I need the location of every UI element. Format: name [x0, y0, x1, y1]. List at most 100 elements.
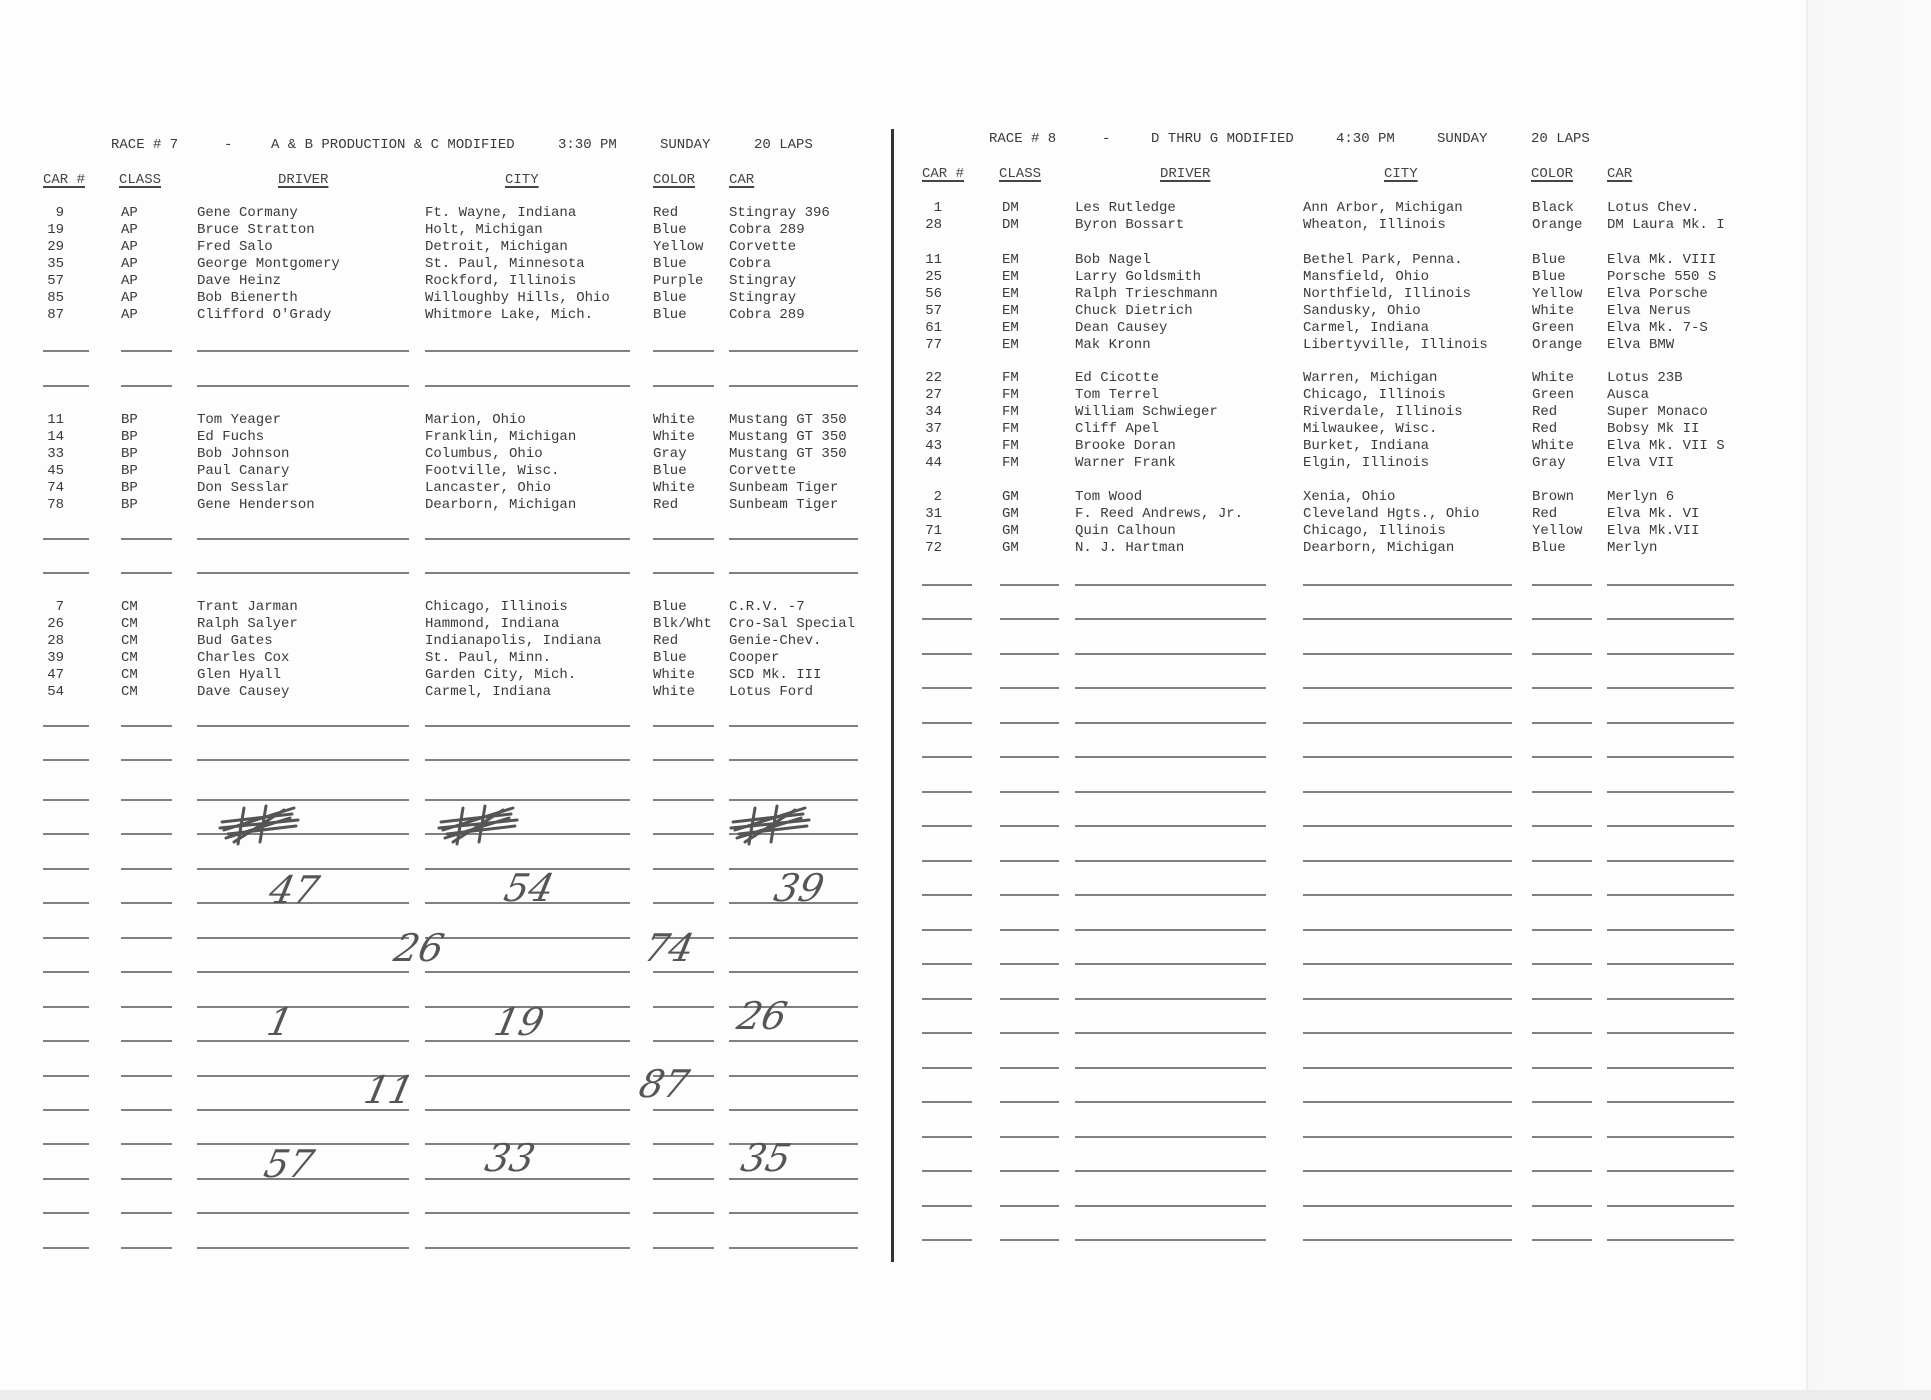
blank-line	[1075, 998, 1266, 1000]
blank-line	[43, 971, 89, 973]
car-model: Bobsy Mk II	[1607, 421, 1700, 437]
blank-line	[1075, 1067, 1266, 1069]
blank-line	[922, 653, 972, 655]
car-model: Sunbeam Tiger	[729, 480, 839, 496]
blank-line	[1000, 1170, 1059, 1172]
blank-line	[1075, 1205, 1266, 1207]
blank-line	[729, 572, 858, 574]
driver-city: Burket, Indiana	[1303, 438, 1430, 454]
blank-line	[43, 538, 89, 540]
column-header-driver: DRIVER	[1160, 166, 1211, 182]
blank-line	[1532, 584, 1592, 586]
blank-line	[43, 1040, 89, 1042]
blank-line	[729, 868, 858, 870]
blank-line	[1607, 963, 1734, 965]
blank-line	[121, 385, 172, 387]
handwritten-car-number: 26	[733, 994, 792, 1038]
blank-line	[922, 894, 972, 896]
car-number: 61	[925, 320, 942, 336]
blank-line	[1303, 1067, 1512, 1069]
handwritten-car-number: 33	[481, 1136, 540, 1180]
blank-line	[121, 759, 172, 761]
blank-line	[1532, 825, 1592, 827]
driver-city: St. Paul, Minnesota	[425, 256, 585, 272]
blank-line	[1075, 584, 1266, 586]
blank-line	[922, 929, 972, 931]
car-model: DM Laura Mk. I	[1607, 217, 1725, 233]
blank-line	[121, 833, 172, 835]
car-model: Corvette	[729, 239, 797, 255]
car-model: Merlyn	[1607, 540, 1658, 556]
driver-city: Whitmore Lake, Mich.	[425, 307, 594, 323]
car-color: Yellow	[653, 239, 704, 255]
driver-city: Franklin, Michigan	[425, 429, 577, 445]
blank-line	[922, 1032, 972, 1034]
blank-line	[1000, 584, 1059, 586]
blank-line	[1303, 687, 1512, 689]
blank-line	[197, 572, 409, 574]
car-number: 78	[47, 497, 64, 513]
blank-line	[1607, 1101, 1734, 1103]
blank-line	[1532, 1170, 1592, 1172]
class-code: DM	[1002, 200, 1019, 216]
class-code: AP	[121, 307, 138, 323]
car-color: Gray	[653, 446, 687, 462]
driver-name: William Schwieger	[1075, 404, 1218, 420]
blank-line	[653, 833, 714, 835]
car-model: Elva Mk. VIII	[1607, 252, 1717, 268]
blank-line	[729, 1178, 858, 1180]
driver-name: F. Reed Andrews, Jr.	[1075, 506, 1244, 522]
blank-line	[1000, 963, 1059, 965]
blank-line	[197, 759, 409, 761]
car-number: 47	[47, 667, 64, 683]
blank-line	[1075, 687, 1266, 689]
blank-line	[1303, 929, 1512, 931]
blank-line	[197, 538, 409, 540]
car-number: 37	[925, 421, 942, 437]
car-model: Lotus Ford	[729, 684, 814, 700]
driver-name: Don Sesslar	[197, 480, 290, 496]
blank-line	[922, 791, 972, 793]
blank-line	[1000, 825, 1059, 827]
blank-line	[1303, 1101, 1512, 1103]
driver-city: Bethel Park, Penna.	[1303, 252, 1463, 268]
blank-line	[729, 937, 858, 939]
blank-line	[1000, 894, 1059, 896]
race7-title-dash: -	[224, 137, 233, 153]
blank-line	[653, 1247, 714, 1249]
scan-page-edge	[1806, 0, 1931, 1400]
blank-line	[653, 902, 714, 904]
driver-name: Bob Johnson	[197, 446, 290, 462]
driver-name: Clifford O'Grady	[197, 307, 332, 323]
car-model: Porsche 550 S	[1607, 269, 1717, 285]
column-header-car: CAR	[1607, 166, 1633, 182]
car-number: 74	[47, 480, 64, 496]
blank-line	[425, 1143, 630, 1145]
blank-line	[1303, 1239, 1512, 1241]
driver-city: Elgin, Illinois	[1303, 455, 1430, 471]
blank-line	[729, 725, 858, 727]
car-color: Blue	[1532, 540, 1566, 556]
driver-city: Chicago, Illinois	[1303, 387, 1446, 403]
blank-line	[121, 350, 172, 352]
driver-city: Northfield, Illinois	[1303, 286, 1472, 302]
blank-line	[197, 971, 409, 973]
class-code: CM	[121, 667, 138, 683]
car-number: 11	[47, 412, 64, 428]
class-code: AP	[121, 273, 138, 289]
blank-line	[43, 572, 89, 574]
blank-line	[1532, 653, 1592, 655]
driver-city: Rockford, Illinois	[425, 273, 577, 289]
handwritten-car-number: 54	[500, 866, 559, 910]
blank-line	[1532, 722, 1592, 724]
class-code: CM	[121, 616, 138, 632]
driver-name: Warner Frank	[1075, 455, 1176, 471]
blank-line	[1303, 1032, 1512, 1034]
blank-line	[425, 538, 630, 540]
blank-line	[197, 1212, 409, 1214]
blank-line	[121, 725, 172, 727]
driver-name: Fred Salo	[197, 239, 273, 255]
driver-name: Bob Nagel	[1075, 252, 1151, 268]
blank-line	[1000, 998, 1059, 1000]
class-code: CM	[121, 633, 138, 649]
